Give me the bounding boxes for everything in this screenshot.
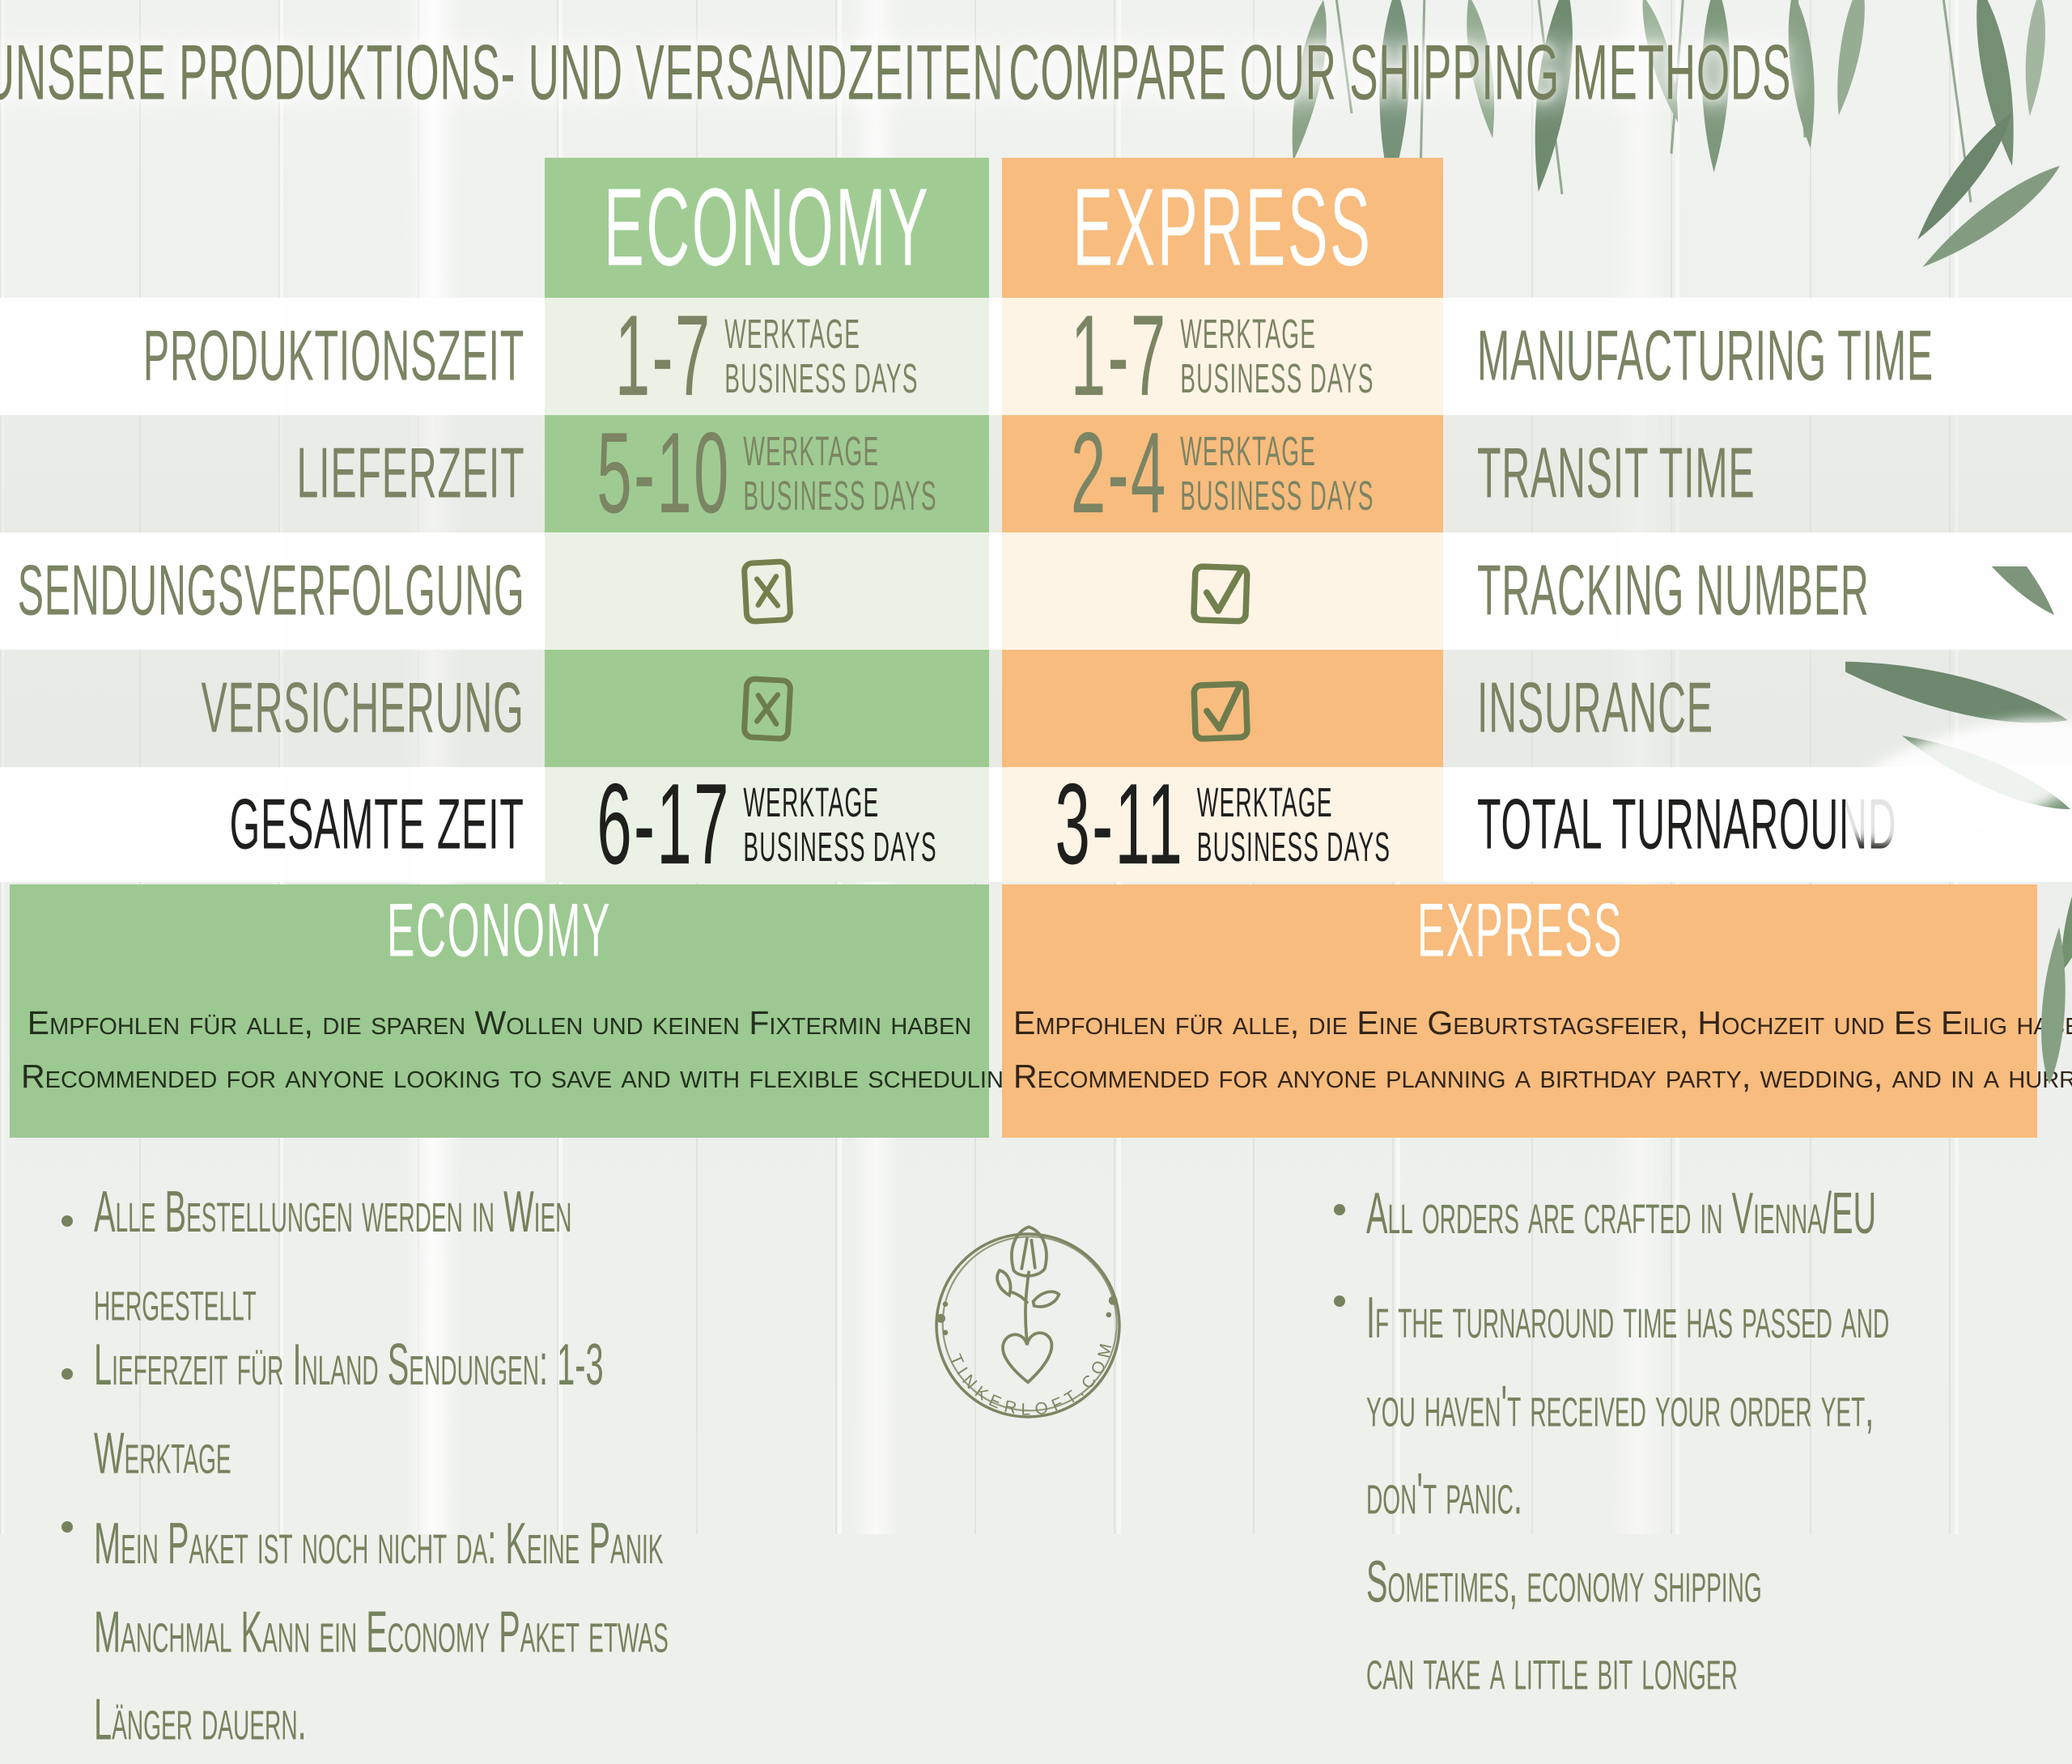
economy-production-cell: 1-7 WERKTAGE BUSINESS DAYS (545, 291, 989, 420)
unit-werktage: WERKTAGE (724, 309, 861, 357)
express-summary-english: Recommended for anyone planning a birthd… (1013, 1058, 2072, 1096)
stamp-outer-circle (935, 1232, 1121, 1418)
page-title-german: UNSERE PRODUKTIONS- UND VERSANDZEITEN (0, 29, 1004, 117)
economy-summary-box: ECONOMY Empfohlen für alle, die sparen W… (10, 884, 1022, 1138)
unit-werktage: WERKTAGE (1196, 777, 1333, 825)
page-title-english: COMPARE OUR SHIPPING METHODS (1008, 29, 1792, 117)
express-production-value: 1-7 (1071, 291, 1168, 421)
express-total-value: 3-11 (1055, 759, 1184, 888)
notes-english: All orders are crafted in Vienna/EU If t… (1334, 1181, 2062, 1702)
economy-production-value: 1-7 (615, 291, 712, 421)
flower-heart-icon (996, 1225, 1061, 1384)
express-summary-german: Empfohlen für alle, die Eine Geburtstags… (1013, 1004, 2072, 1041)
list-item: Lieferzeit für Inland Sendungen: 1-3 Wer… (62, 1332, 887, 1485)
list-item: If the turnaround time has passed and yo… (1334, 1274, 2062, 1702)
check-icon (1191, 681, 1250, 742)
list-item: Mein Paket ist noch nicht da: Keine Pani… (62, 1500, 887, 1752)
economy-transit-value: 5-10 (597, 409, 731, 538)
unit-business-days: BUSINESS DAYS (743, 822, 937, 870)
right-edge-leaves-decoration (1845, 566, 2072, 1084)
cross-icon (741, 676, 793, 741)
unit-business-days: BUSINESS DAYS (1180, 471, 1374, 519)
eucalyptus-branch-decoration (1292, 0, 2060, 268)
bullet-icon (62, 1215, 73, 1227)
express-summary-box: EXPRESS Empfohlen für alle, die Eine Geb… (1002, 884, 2072, 1138)
stamp-inner-circle (941, 1236, 1118, 1412)
cross-icon (741, 558, 793, 624)
economy-tracking-cell (545, 532, 989, 650)
row-label-insurance: INSURANCE (1477, 668, 1713, 748)
unit-business-days: BUSINESS DAYS (1196, 822, 1391, 870)
white-gauze-ribbon (1845, 719, 2072, 843)
check-icon (1190, 562, 1250, 624)
bullet-icon (62, 1368, 73, 1380)
express-transit-value: 2-4 (1071, 409, 1168, 538)
tinkerloft-logo: TINKERLOFT.COM (935, 1225, 1121, 1419)
eucalyptus-leaf-icon (1292, 0, 2060, 268)
unit-werktage: WERKTAGE (1180, 309, 1317, 357)
economy-total-value: 6-17 (597, 759, 731, 888)
eucalyptus-leaf-icon (2041, 927, 2066, 1084)
row-label-tracking-number: TRACKING NUMBER (1477, 551, 1870, 631)
economy-column-header: ECONOMY (545, 158, 989, 298)
row-label-lieferzeit: LIEFERZEIT (296, 434, 524, 514)
express-total-cell: 3-11 WERKTAGE BUSINESS DAYS (1002, 760, 1443, 888)
unit-business-days: BUSINESS DAYS (743, 471, 937, 519)
express-insurance-cell (1002, 650, 1443, 767)
list-item: Alle Bestellungen werden in Wien hergest… (62, 1179, 887, 1332)
economy-summary-title: ECONOMY (387, 887, 612, 973)
economy-summary-english: Recommended for anyone looking to save a… (21, 1058, 1022, 1096)
row-label-manufacturing-time: MANUFACTURING TIME (1477, 316, 1934, 396)
notes-german: Alle Bestellungen werden in Wien hergest… (62, 1179, 887, 1752)
row-label-transit-time: TRANSIT TIME (1477, 434, 1756, 514)
bullet-icon (1334, 1295, 1345, 1307)
unit-werktage: WERKTAGE (743, 426, 880, 474)
bullet-icon (62, 1521, 73, 1533)
list-item: All orders are crafted in Vienna/EU (1334, 1181, 2062, 1246)
economy-summary-text: Empfohlen für alle, die sparen Wollen un… (21, 996, 1022, 1104)
row-label-gesamte-zeit: GESAMTE ZEIT (229, 785, 524, 864)
express-production-cell: 1-7 WERKTAGE BUSINESS DAYS (1002, 291, 1443, 420)
economy-summary-german: Empfohlen für alle, die sparen Wollen un… (27, 1004, 972, 1041)
unit-business-days: BUSINESS DAYS (1180, 354, 1374, 401)
express-tracking-cell (1002, 532, 1443, 650)
economy-insurance-cell (545, 650, 989, 767)
unit-business-days: BUSINESS DAYS (724, 354, 919, 401)
express-column-header: EXPRESS (1002, 158, 1443, 298)
economy-transit-cell: 5-10 WERKTAGE BUSINESS DAYS (545, 409, 989, 537)
bullet-icon (1334, 1204, 1345, 1215)
unit-werktage: WERKTAGE (1180, 426, 1317, 474)
stamp-dots (936, 1295, 1118, 1336)
express-transit-cell: 2-4 WERKTAGE BUSINESS DAYS (1002, 409, 1443, 537)
unit-werktage: WERKTAGE (743, 777, 880, 825)
express-summary-title: EXPRESS (1416, 887, 1623, 973)
express-summary-text: Empfohlen für alle, die Eine Geburtstags… (1013, 996, 2072, 1104)
row-label-total-turnaround: TOTAL TURNAROUND (1477, 785, 1897, 864)
row-label-sendungsverfolgung: SENDUNGSVERFOLGUNG (17, 551, 524, 631)
economy-total-cell: 6-17 WERKTAGE BUSINESS DAYS (545, 760, 989, 888)
row-label-versicherung: VERSICHERUNG (202, 668, 524, 748)
row-label-produktionszeit: PRODUKTIONSZEIT (142, 316, 524, 396)
